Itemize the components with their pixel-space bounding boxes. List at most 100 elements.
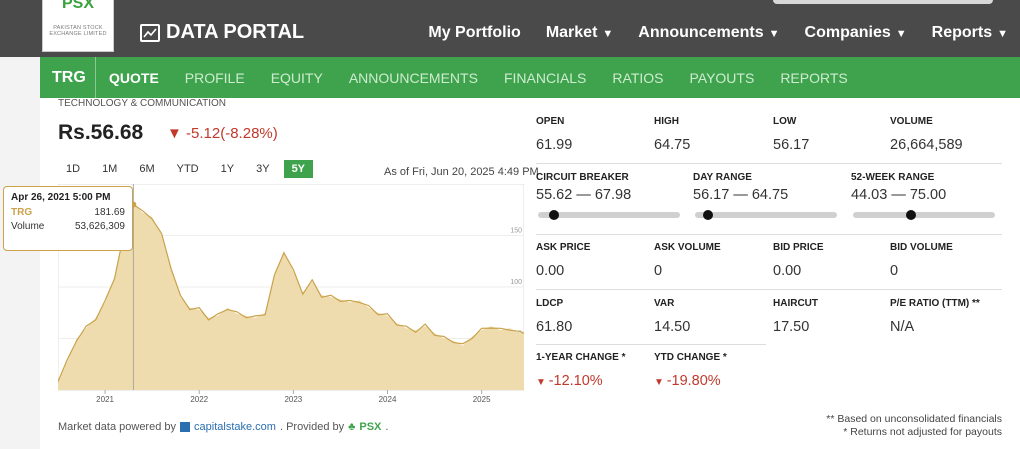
stat-label: BID PRICE [773,242,824,253]
stat-ytd-change: YTD CHANGE * ▼ -19.80% [654,352,727,389]
top-bar [0,0,1020,57]
chart-tooltip: Apr 26, 2021 5:00 PM TRG 181.69 Volume 53,… [3,186,133,251]
stat-value: 61.80 [536,319,573,335]
range-1y[interactable]: 1Y [220,163,235,175]
stat-ldcp: LDCP 61.80 [536,298,572,335]
portal-title[interactable]: DATA PORTAL [140,21,304,44]
footnotes: ** Based on unconsolidated financials * … [826,413,1002,439]
slider-knob [702,210,713,220]
x-tick-label: 2023 [284,395,302,404]
footnote-unconsolidated: ** Based on unconsolidated financials [826,413,1002,425]
nav-item-label: My Portfolio [428,24,521,41]
circuit-breaker-slider [538,210,680,220]
stat-value: 0.00 [773,263,802,279]
caret-down-icon: ▼ [895,28,907,40]
slider-knob [905,210,916,220]
range-ytd[interactable]: YTD [176,163,199,175]
range-selector: 1D 1M 6M YTD 1Y 3Y 5Y [58,160,319,178]
x-tick-label: 2025 [473,395,491,404]
tab-announcements[interactable]: ANNOUNCEMENTS [348,69,478,86]
stat-value: N/A [890,319,915,335]
tab-payouts[interactable]: PAYOUTS [689,69,755,86]
y-tick-label: 100 [510,279,522,286]
psx-logo[interactable]: PSX PAKISTAN STOCK EXCHANGE LIMITED [42,0,114,52]
stat-low: LOW 56.17 [773,116,809,153]
as-of-timestamp: As of Fri, Jun 20, 2025 4:49 PM [384,166,539,178]
tab-ratios[interactable]: RATIOS [612,69,664,86]
divider [536,234,1002,235]
capitalstake-link[interactable]: capitalstake.com [194,421,276,433]
stat-label: ASK PRICE [536,242,591,253]
nav-item-label: Market [545,24,598,41]
price-change-value: -5.12(-8.28%) [186,125,278,142]
x-tick-label: 2021 [96,395,114,404]
capitalstake-icon [180,422,191,432]
price-chart[interactable]: 5010015020212022202320242025 [58,184,524,406]
x-tick-label: 2024 [379,395,397,404]
logo-subtitle: PAKISTAN STOCK EXCHANGE LIMITED [49,25,107,37]
nav-item-announcements[interactable]: Announcements ▼ [638,24,779,42]
stat-value: 14.50 [654,319,691,335]
search-bar[interactable] [773,0,993,4]
tab-reports[interactable]: REPORTS [780,69,848,86]
stat-label: ASK VOLUME [654,242,721,253]
main-nav: My Portfolio Market ▼ Announcements ▼ Compani… [428,24,1008,42]
stat-value: ▼ -12.10% [536,373,625,389]
company-subnav: TRG QUOTE PROFILE EQUITY ANNOUNCEMENTS FINAN… [40,57,1020,98]
stat-pe-ratio: P/E RATIO (TTM) ** N/A [890,298,980,335]
range-3y[interactable]: 3Y [256,163,270,175]
divider [536,163,1002,164]
stat-label: BID VOLUME [890,242,953,253]
tab-quote[interactable]: QUOTE [109,69,159,86]
stat-label: VAR [654,298,675,309]
stat-bid-price: BID PRICE 0.00 [773,242,824,279]
range-5y[interactable]: 5Y [283,160,314,178]
down-arrow-icon: ▼ [654,377,667,388]
stat-label: YTD CHANGE * [654,352,727,363]
stat-label: LOW [773,116,797,127]
stat-label: HAIRCUT [773,298,818,309]
stat-ask-volume: ASK VOLUME 0 [654,242,721,279]
stat-value: 17.50 [773,319,810,335]
company-tabs: QUOTE PROFILE EQUITY ANNOUNCEMENTS FINANCIAL… [109,70,848,86]
psx-link[interactable]: PSX [359,421,382,433]
nav-item-my-portfolio[interactable]: My Portfolio [428,24,520,42]
tooltip-date: Apr 26, 2021 5:00 PM [11,192,111,203]
stat-label: OPEN [536,116,565,127]
sector-label: TECHNOLOGY & COMMUNICATION [58,98,226,109]
stat-haircut: HAIRCUT 17.50 [773,298,818,335]
tooltip-symbol-value: 181.69 [94,207,125,218]
nav-item-market[interactable]: Market ▼ [546,24,613,42]
range-1d[interactable]: 1D [66,163,81,175]
52-week-range-slider [853,210,995,220]
range-6m[interactable]: 6M [139,163,155,175]
credits-period: . [385,421,389,433]
stat-value: 56.17 [773,137,810,153]
tab-equity[interactable]: EQUITY [270,69,323,86]
powered-by-text: Market data powered by [58,421,177,433]
divider [536,344,766,345]
stat-label: HIGH [654,116,679,127]
stat-volume: VOLUME 26,664,589 [890,116,963,153]
tab-profile[interactable]: PROFILE [184,69,245,86]
stat-value: 56.17 — 64.75 [693,187,789,203]
stat-value: 61.99 [536,137,573,153]
down-arrow-icon: ▼ [167,125,182,142]
logo-mark: PSX [61,0,94,12]
nav-item-reports[interactable]: Reports ▼ [932,24,1008,42]
nav-item-label: Companies [804,24,891,41]
stat-label: LDCP [536,298,564,309]
stat-value: 0 [890,263,899,279]
nav-item-companies[interactable]: Companies ▼ [805,24,907,42]
stat-value: 26,664,589 [890,137,963,153]
divider [536,289,1002,290]
stat-label: VOLUME [890,116,933,127]
stat-value: 0 [654,263,663,279]
stat-label: DAY RANGE [693,172,752,183]
stat-ask-price: ASK PRICE 0.00 [536,242,590,279]
range-1m[interactable]: 1M [102,163,118,175]
x-tick-label: 2022 [190,395,208,404]
stat-label: P/E RATIO (TTM) ** [890,298,980,309]
tab-financials[interactable]: FINANCIALS [503,69,587,86]
stat-day-range: DAY RANGE 56.17 — 64.75 [693,172,788,203]
